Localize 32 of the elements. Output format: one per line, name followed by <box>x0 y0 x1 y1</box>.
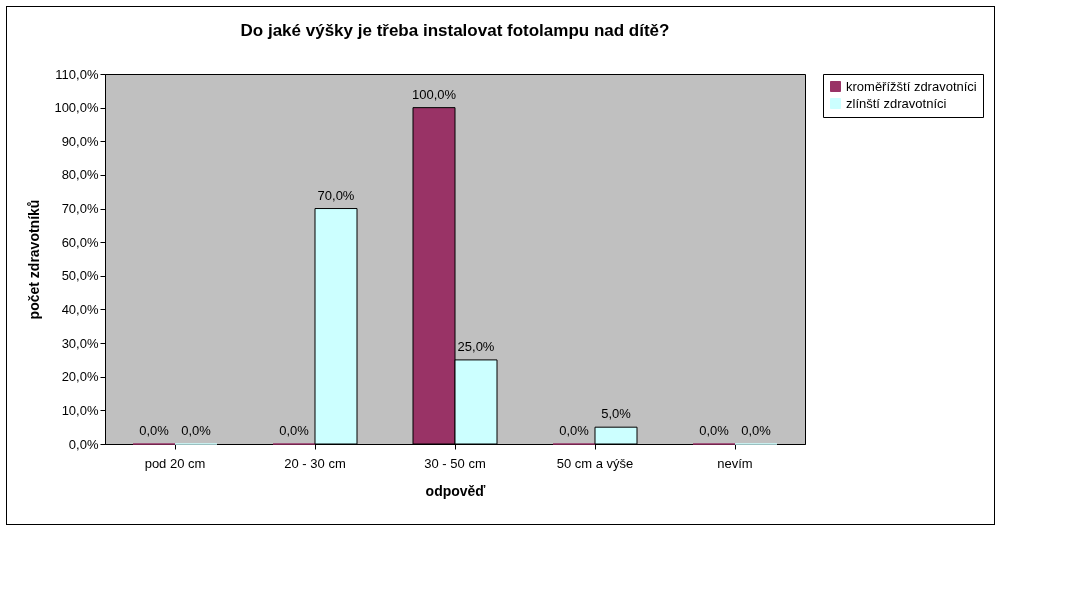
data-label: 0,0% <box>699 423 730 438</box>
y-tick-label: 90,0% <box>61 133 99 149</box>
x-tick-label: nevím <box>717 455 753 471</box>
data-label: 0,0% <box>139 423 170 438</box>
y-tick-label: 100,0% <box>54 100 99 116</box>
y-tick-label: 60,0% <box>61 234 99 250</box>
data-label: 70,0% <box>317 187 355 203</box>
data-label: 0,0% <box>741 423 772 438</box>
data-label: 0,0% <box>181 423 212 438</box>
y-tick-label: 70,0% <box>61 201 99 217</box>
y-tick-label: 40,0% <box>61 301 99 317</box>
x-tick-label: 30 - 50 cm <box>424 455 486 471</box>
data-label: 100,0% <box>411 86 457 102</box>
y-tick-label: 0,0% <box>68 436 99 452</box>
data-label: 25,0% <box>457 338 495 354</box>
x-tick-label: 50 cm a výše <box>556 455 634 471</box>
y-tick-label: 30,0% <box>61 335 99 351</box>
y-axis-title: počet zdravotníků <box>26 199 43 320</box>
y-tick-label: 10,0% <box>61 402 99 418</box>
y-tick-label: 80,0% <box>61 167 99 183</box>
y-tick-label: 20,0% <box>61 369 99 385</box>
y-tick-label: 110,0% <box>55 66 99 82</box>
data-label: 0,0% <box>279 423 310 438</box>
y-tick-label: 50,0% <box>61 268 99 284</box>
x-tick-label: 20 - 30 cm <box>284 455 346 471</box>
legend-label: kroměřížští zdravotníci <box>846 78 977 94</box>
chart-title: Do jaké výšky je třeba instalovat fotolampu nad dítě? <box>240 21 670 40</box>
data-label: 0,0% <box>559 423 590 438</box>
legend-label: zlínští zdravotníci <box>846 95 947 111</box>
x-tick-label: pod 20 cm <box>144 455 206 471</box>
data-label: 5,0% <box>601 406 632 422</box>
x-axis-title: odpověď <box>425 482 487 499</box>
